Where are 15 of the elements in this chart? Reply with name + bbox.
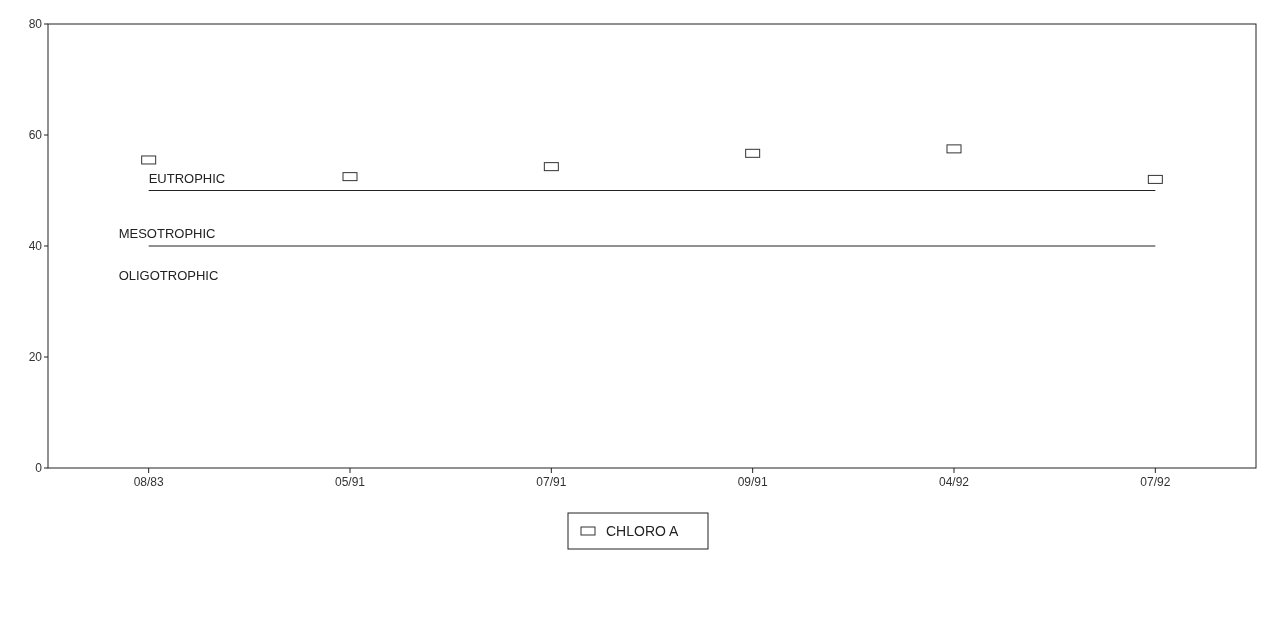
y-tick-label: 60: [28, 128, 43, 143]
y-tick-label: 20: [28, 350, 43, 365]
y-tick-label: 80: [28, 17, 43, 32]
y-tick-label: 40: [28, 239, 43, 254]
ref-line-label: MESOTROPHIC: [118, 226, 216, 241]
x-tick-label: 09/91: [737, 475, 769, 489]
x-tick-label: 08/83: [133, 475, 165, 489]
y-tick-label: 0: [35, 461, 43, 476]
legend-label: CHLORO A: [606, 522, 680, 539]
annotation: OLIGOTROPHIC: [118, 268, 219, 283]
ref-line-label: EUTROPHIC: [148, 170, 226, 186]
x-tick-label: 07/91: [536, 475, 567, 489]
x-tick-label: 07/92: [1140, 475, 1171, 489]
x-tick-label: 04/92: [938, 475, 970, 489]
x-tick-label: 05/91: [334, 475, 366, 489]
